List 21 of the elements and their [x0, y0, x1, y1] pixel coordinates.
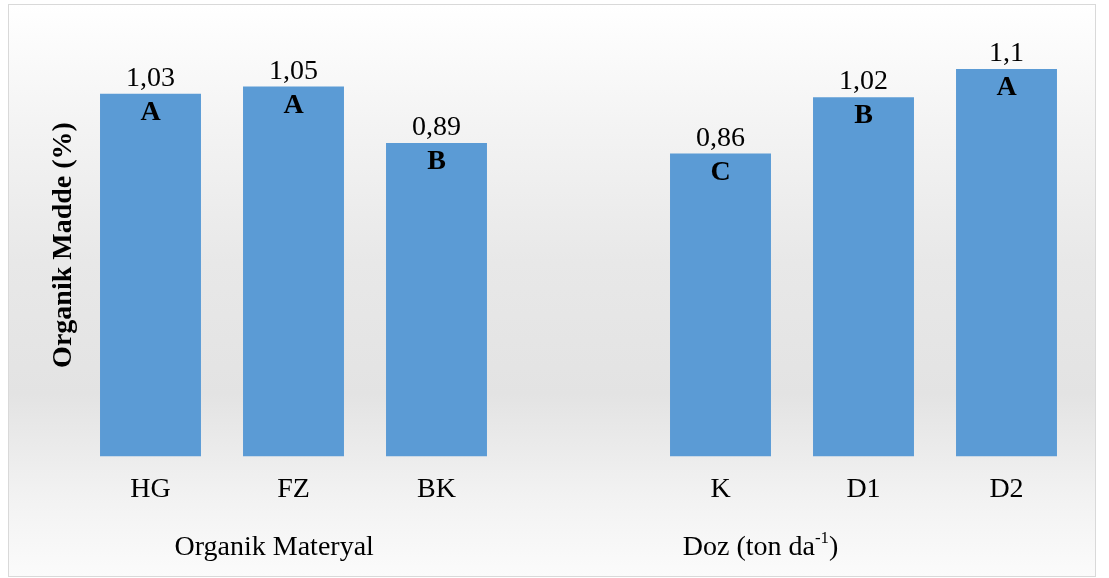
data-label: 1,05: [269, 53, 318, 85]
data-label: 1,03: [126, 60, 175, 92]
annotation: B: [854, 98, 873, 130]
x-axis-title: Doz (ton da$^{-1}$): [682, 528, 839, 561]
x-tick-label: D1: [846, 471, 881, 503]
x-tick-label: BK: [417, 471, 456, 503]
x-tick-label: D2: [989, 471, 1024, 503]
annotation: A: [996, 70, 1018, 101]
x-tick-label: HG: [130, 471, 171, 503]
x-tick-label: FZ: [277, 471, 310, 503]
x-tick-label: K: [710, 471, 731, 503]
data-label: 0,86: [696, 120, 745, 152]
annotation: A: [140, 94, 162, 126]
annotation: A: [283, 87, 305, 119]
data-label: 0,89: [412, 109, 461, 141]
y-axis-title: Organik Madde (%): [46, 122, 77, 368]
x-axis-title: Organik Materyal: [174, 530, 374, 561]
data-label: 1,1: [989, 36, 1024, 67]
annotation: B: [427, 143, 446, 175]
data-label: 1,02: [839, 64, 888, 96]
annotation: C: [710, 154, 731, 186]
